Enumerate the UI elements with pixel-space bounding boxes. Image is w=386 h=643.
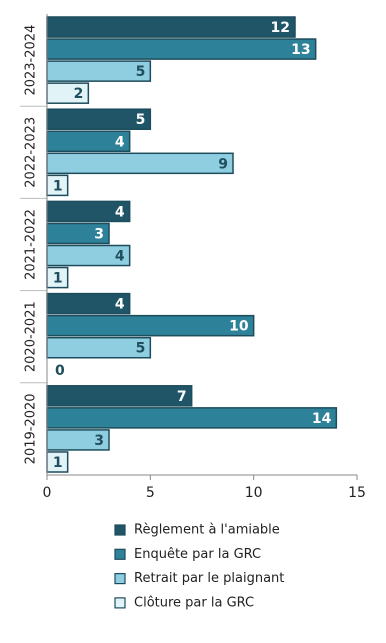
value-label: 1: [53, 271, 63, 287]
legend-label: Clôture par la GRC: [134, 595, 254, 610]
y-tick-label: 2020-2021: [24, 301, 39, 372]
bar: [46, 314, 255, 337]
x-tick-label: 5: [146, 485, 155, 501]
value-label: 7: [177, 389, 187, 405]
legend-marker: [114, 524, 126, 536]
value-label: 0: [55, 363, 65, 379]
x-tick-label: 0: [43, 485, 52, 501]
bar: [46, 16, 296, 38]
legend-label: Enquête par la GRC: [134, 547, 261, 562]
legend-label: Règlement à l'amiable: [134, 523, 280, 538]
bar: [46, 152, 234, 175]
y-tick-label: 2023-2024: [24, 25, 39, 96]
y-tick-label: 2021-2022: [24, 209, 39, 280]
value-label: 1: [53, 178, 63, 194]
value-label: 1: [53, 455, 63, 471]
value-label: 12: [271, 20, 290, 36]
value-label: 2: [74, 86, 84, 102]
value-label: 14: [312, 411, 332, 427]
value-label: 4: [115, 249, 125, 265]
x-tick-label: 15: [348, 485, 366, 501]
y-tick-label: 2019-2020: [24, 393, 39, 464]
value-label: 9: [218, 156, 228, 172]
value-label: 10: [229, 319, 249, 335]
value-label: 3: [94, 433, 104, 449]
legend-marker: [114, 597, 126, 609]
legend-marker: [114, 572, 126, 585]
bar: [46, 38, 317, 60]
value-label: 13: [291, 42, 310, 58]
value-label: 5: [136, 112, 146, 128]
value-label: 3: [94, 226, 104, 242]
legend-label: Retrait par le plaignant: [134, 571, 284, 586]
x-tick-label: 10: [245, 485, 263, 501]
bar: [46, 385, 193, 407]
value-label: 4: [115, 204, 125, 220]
bar: [46, 407, 338, 429]
value-label: 4: [115, 134, 125, 150]
y-tick-label: 2022-2023: [24, 117, 39, 188]
value-label: 5: [136, 64, 146, 80]
legend-marker: [114, 548, 126, 560]
value-label: 4: [115, 297, 125, 313]
value-label: 5: [136, 341, 146, 357]
